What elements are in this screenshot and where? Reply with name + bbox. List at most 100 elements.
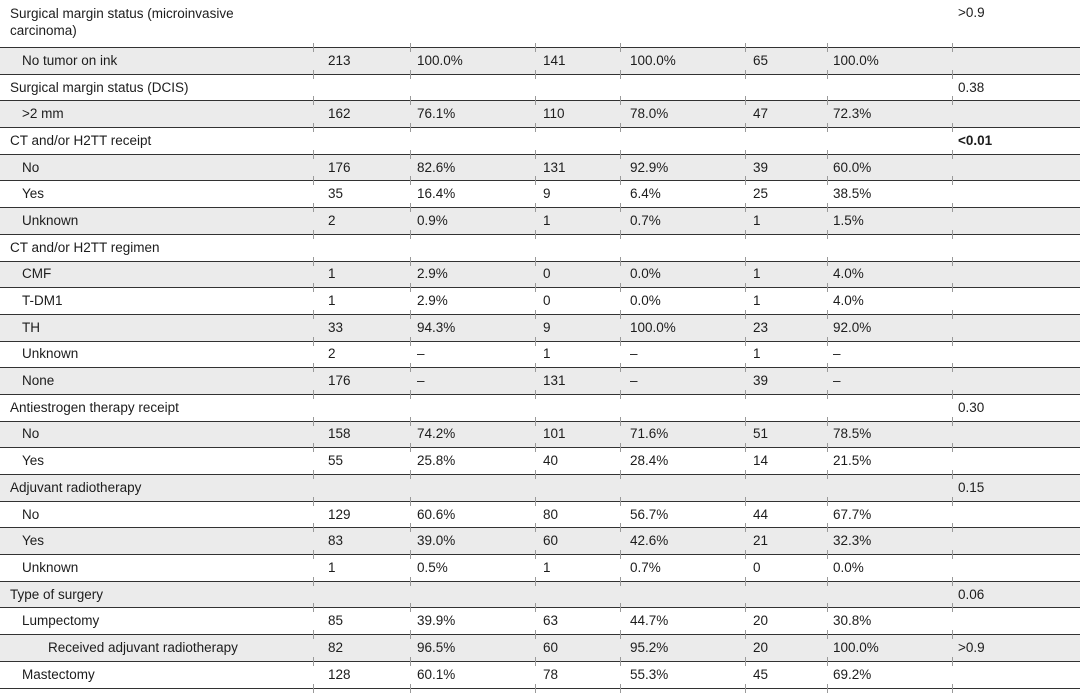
count-cell: 0 [535,257,620,288]
item-label-cell: >2 mm [0,100,313,128]
count-cell [535,70,620,101]
count-cell: 25 [745,176,827,208]
p-value-cell [952,603,1080,635]
percent-cell: 38.5% [827,176,952,208]
percent-cell [620,390,745,422]
item-label-cell: No [0,420,313,448]
p-value-cell: 0.06 [952,577,1080,608]
percent-cell: 92.0% [827,310,952,342]
count-cell: 158 [313,417,410,448]
p-value-cell [952,337,1080,368]
count-cell: 39 [745,363,827,395]
count-cell: 141 [535,43,620,75]
count-cell: 60 [535,523,620,555]
count-cell: 1 [313,550,410,582]
count-cell: 78 [535,657,620,693]
p-value-cell [952,523,1080,555]
table-row: Type of surgery 0.06 [0,577,1080,608]
table-row: No tumor on ink 213 100.0% 141 100.0% 65 100.0… [0,43,1080,75]
category-label-cell: CT and/or H2TT regimen [0,233,313,261]
percent-cell: 2.9% [410,257,535,288]
percent-cell: 55.3% [620,657,745,693]
percent-cell: 100.0% [620,310,745,342]
p-value-cell [952,550,1080,582]
count-cell: 1 [535,203,620,235]
p-value-cell: >0.9 [952,630,1080,662]
p-value-cell [952,497,1080,528]
table-row: Surgical margin status (DCIS) 0.38 [0,70,1080,101]
item-label-cell: No tumor on ink [0,47,313,75]
count-cell: 60 [535,630,620,662]
table-row: Adjuvant radiotherapy 0.15 [0,470,1080,502]
percent-cell: 95.2% [620,630,745,662]
item-label-cell: Yes [0,447,313,475]
item-label-cell: Yes [0,180,313,208]
count-cell [535,230,620,261]
table-row: >2 mm 162 76.1% 110 78.0% 47 72.3% [0,96,1080,128]
table-row: CT and/or H2TT regimen [0,230,1080,261]
category-label-cell: Surgical margin status (microinvasive ca… [10,6,234,38]
count-cell: 51 [745,417,827,448]
item-label-cell: Yes [0,527,313,555]
count-cell: 40 [535,443,620,475]
percent-cell: 78.0% [620,96,745,128]
table-row: No 176 82.6% 131 92.9% 39 60.0% [0,150,1080,181]
count-cell: 23 [745,310,827,342]
percent-cell: 0.5% [410,550,535,582]
count-cell [745,230,827,261]
count-cell: 83 [313,523,410,555]
percent-cell: 2.9% [410,283,535,315]
category-label-cell: Surgical margin status (DCIS) [0,73,313,101]
count-cell: 20 [745,630,827,662]
p-value-cell: 0.30 [952,390,1080,422]
percent-cell: 100.0% [410,43,535,75]
count-cell: 0 [535,283,620,315]
count-cell: 45 [745,657,827,693]
percent-cell: 56.7% [620,497,745,528]
count-cell: 63 [535,603,620,635]
percent-cell [827,70,952,101]
item-label-cell: Unknown [0,554,313,582]
percent-cell: 100.0% [827,43,952,75]
table-row: Received adjuvant radiotherapy 82 96.5% 60 9… [0,630,1080,662]
table-row: CT and/or H2TT receipt <0.01 [0,123,1080,155]
percent-cell: – [410,363,535,395]
item-label-cell: No [0,500,313,528]
count-cell [535,0,620,48]
count-cell: 82 [313,630,410,662]
table-row: TH 33 94.3% 9 100.0% 23 92.0% [0,310,1080,342]
percent-cell: 67.7% [827,497,952,528]
p-value-cell: 0.15 [952,470,1080,502]
percent-cell: – [620,363,745,395]
percent-cell [410,470,535,502]
count-cell: 2 [313,337,410,368]
percent-cell: 32.3% [827,523,952,555]
count-cell: 1 [745,283,827,315]
p-value-cell: 0.38 [952,70,1080,101]
count-cell [745,390,827,422]
percent-cell: 100.0% [620,43,745,75]
percent-cell: – [410,337,535,368]
percent-cell [827,577,952,608]
percent-cell: 78.5% [827,417,952,448]
item-label-cell: TH [0,313,313,342]
percent-cell [620,0,745,48]
percent-cell: 82.6% [410,150,535,181]
percent-cell [620,70,745,101]
count-cell [745,577,827,608]
percent-cell [827,230,952,261]
percent-cell: 4.0% [827,257,952,288]
table-row: Yes 35 16.4% 9 6.4% 25 38.5% [0,176,1080,208]
count-cell: 176 [313,150,410,181]
percent-cell: 96.5% [410,630,535,662]
percent-cell [620,470,745,502]
percent-cell: 44.7% [620,603,745,635]
count-cell: 1 [535,337,620,368]
p-value-cell [952,230,1080,261]
p-value-cell [952,283,1080,315]
percent-cell: 92.9% [620,150,745,181]
table-row: Unknown 1 0.5% 1 0.7% 0 0.0% [0,550,1080,582]
percent-cell: 39.9% [410,603,535,635]
